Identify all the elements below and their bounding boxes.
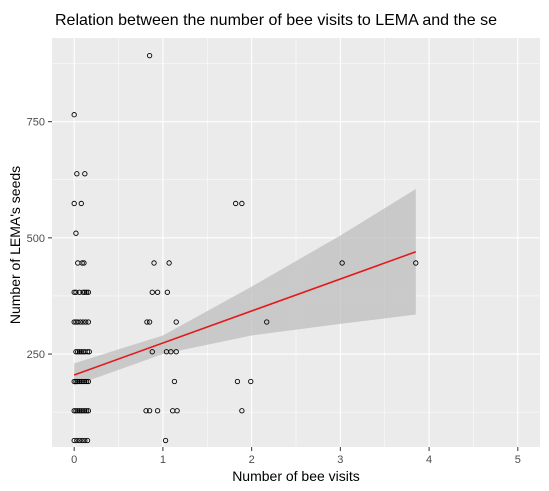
data-point bbox=[71, 437, 77, 444]
data-point bbox=[85, 289, 92, 295]
data-point bbox=[146, 53, 153, 59]
data-point bbox=[82, 437, 88, 444]
data-point bbox=[239, 408, 245, 414]
data-point bbox=[73, 408, 79, 414]
x-tick-label: 3 bbox=[337, 454, 343, 466]
data-point bbox=[154, 289, 161, 295]
data-point bbox=[71, 200, 77, 207]
data-point bbox=[164, 289, 170, 295]
data-point bbox=[79, 437, 85, 444]
x-axis-ticks: 0 1 2 3 4 5 bbox=[71, 447, 521, 466]
data-point bbox=[71, 319, 77, 325]
data-point bbox=[149, 289, 155, 295]
x-tick-label: 5 bbox=[515, 454, 521, 466]
data-point bbox=[71, 289, 77, 295]
data-point bbox=[248, 378, 254, 385]
data-points bbox=[71, 53, 419, 444]
data-point bbox=[83, 408, 90, 414]
y-tick-label: 750 bbox=[27, 117, 45, 129]
data-point bbox=[166, 260, 172, 266]
x-axis-title: Number of bee visits bbox=[232, 468, 360, 484]
data-point bbox=[82, 171, 88, 177]
data-point bbox=[80, 378, 86, 385]
x-tick-label: 2 bbox=[249, 454, 255, 466]
data-point bbox=[168, 349, 174, 355]
data-point bbox=[76, 349, 83, 355]
data-point bbox=[234, 378, 241, 385]
data-point bbox=[162, 437, 169, 444]
data-point bbox=[80, 289, 86, 295]
y-axis-title: Number of LEMA's seeds bbox=[7, 166, 23, 324]
data-point bbox=[233, 200, 239, 207]
data-point bbox=[75, 319, 81, 325]
data-point bbox=[80, 319, 86, 325]
data-point bbox=[82, 289, 88, 295]
data-point bbox=[81, 260, 87, 266]
data-point bbox=[76, 378, 83, 385]
data-point bbox=[85, 408, 92, 414]
data-point bbox=[78, 349, 84, 355]
y-axis-ticks: 250 500 750 bbox=[27, 117, 52, 361]
chart-title: Relation between the number of bee visit… bbox=[55, 12, 497, 29]
data-point bbox=[151, 260, 157, 266]
data-point bbox=[74, 171, 80, 177]
data-point bbox=[149, 349, 155, 355]
data-point bbox=[77, 319, 84, 325]
data-point bbox=[171, 378, 178, 385]
data-point bbox=[79, 260, 85, 266]
data-point bbox=[78, 200, 84, 207]
data-point bbox=[75, 408, 81, 414]
data-point bbox=[154, 408, 161, 414]
data-point bbox=[76, 437, 83, 444]
data-point bbox=[75, 349, 81, 355]
data-point bbox=[85, 319, 92, 325]
data-point bbox=[74, 437, 80, 444]
data-point bbox=[339, 260, 345, 266]
x-tick-label: 1 bbox=[160, 454, 166, 466]
data-point bbox=[84, 437, 91, 444]
data-point bbox=[83, 378, 90, 385]
x-tick-label: 4 bbox=[426, 454, 432, 466]
data-point bbox=[83, 319, 89, 325]
regression-line bbox=[73, 251, 417, 376]
data-point bbox=[71, 378, 77, 385]
data-point bbox=[71, 408, 77, 414]
y-tick-label: 500 bbox=[27, 233, 45, 245]
data-point bbox=[80, 408, 86, 414]
y-tick-label: 250 bbox=[27, 349, 45, 361]
data-point bbox=[146, 319, 153, 325]
data-point bbox=[76, 408, 83, 414]
data-point bbox=[84, 349, 91, 355]
data-point bbox=[73, 230, 79, 236]
data-point bbox=[174, 408, 180, 414]
data-point bbox=[239, 200, 245, 207]
data-point bbox=[71, 112, 77, 118]
data-point bbox=[82, 408, 88, 414]
data-point bbox=[144, 319, 150, 325]
data-point bbox=[146, 408, 153, 414]
data-point bbox=[73, 349, 79, 355]
data-point bbox=[73, 378, 79, 385]
x-tick-label: 0 bbox=[71, 454, 77, 466]
data-point bbox=[86, 349, 92, 355]
data-point bbox=[83, 289, 90, 295]
data-point bbox=[76, 289, 83, 295]
data-point bbox=[264, 319, 270, 325]
data-point bbox=[82, 378, 88, 385]
data-point bbox=[78, 408, 84, 414]
data-point bbox=[143, 408, 149, 414]
data-point bbox=[78, 378, 84, 385]
data-point bbox=[73, 289, 79, 295]
data-point bbox=[173, 349, 179, 355]
data-point bbox=[85, 378, 92, 385]
data-point bbox=[75, 378, 81, 385]
data-point bbox=[173, 319, 179, 325]
data-point bbox=[413, 260, 419, 266]
confidence-band bbox=[74, 189, 416, 386]
